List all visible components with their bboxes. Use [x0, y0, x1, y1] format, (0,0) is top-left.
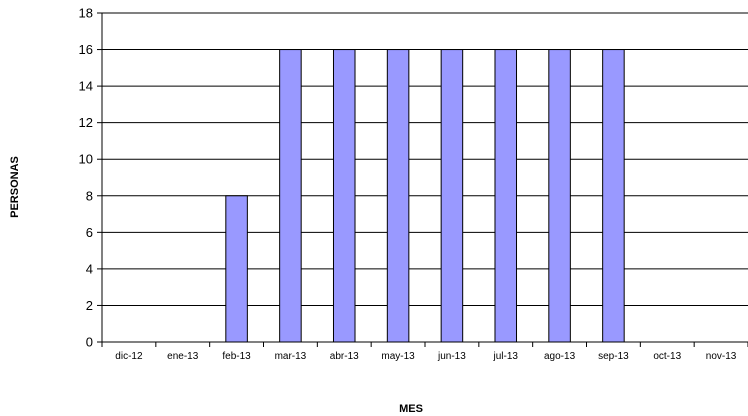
bar-may-13: [386, 49, 410, 343]
y-axis-title: PERSONAS: [9, 156, 21, 218]
bar-jul-13: [494, 49, 518, 343]
x-tick-label: ago-13: [544, 351, 576, 362]
x-tick-label: sep-13: [598, 351, 629, 362]
y-tick-label: 12: [79, 115, 93, 130]
gridlines: [102, 12, 748, 306]
bar-jun-13: [440, 49, 464, 343]
x-tick-label: ene-13: [167, 351, 199, 362]
bar-feb-13: [225, 195, 248, 343]
bars: [225, 49, 625, 343]
x-tick-label: may-13: [381, 351, 415, 362]
x-tick-label: nov-13: [706, 351, 737, 362]
x-axis-title: MES: [399, 403, 423, 415]
y-tick-label: 18: [79, 6, 93, 21]
x-tick-label: mar-13: [275, 351, 307, 362]
y-tick-label: 6: [86, 225, 93, 240]
y-tick-label: 10: [79, 152, 93, 167]
x-tick-label: dic-12: [115, 351, 143, 362]
y-tick-label: 16: [79, 42, 93, 57]
x-tick-label: abr-13: [330, 351, 359, 362]
x-tick-label: jun-13: [437, 351, 466, 362]
bar-abr-13: [332, 49, 356, 343]
y-tick-label: 0: [86, 335, 93, 350]
x-tick-label: oct-13: [653, 351, 681, 362]
axes: [97, 12, 748, 347]
x-tick-label: feb-13: [222, 351, 251, 362]
x-tick-labels: dic-12 ene-13 feb-13 mar-13 abr-13 may-13 jun-…: [115, 351, 737, 362]
bar-sep-13: [602, 49, 625, 343]
y-tick-labels: 0 2 4 6 8 10 12 14 16 18: [79, 6, 93, 350]
y-tick-label: 4: [86, 261, 93, 276]
y-tick-label: 2: [86, 298, 93, 313]
bar-ago-13: [548, 49, 571, 343]
x-tick-label: jul-13: [493, 351, 519, 362]
bar-mar-13: [279, 49, 302, 343]
y-tick-label: 8: [86, 188, 93, 203]
y-tick-label: 14: [79, 79, 93, 94]
